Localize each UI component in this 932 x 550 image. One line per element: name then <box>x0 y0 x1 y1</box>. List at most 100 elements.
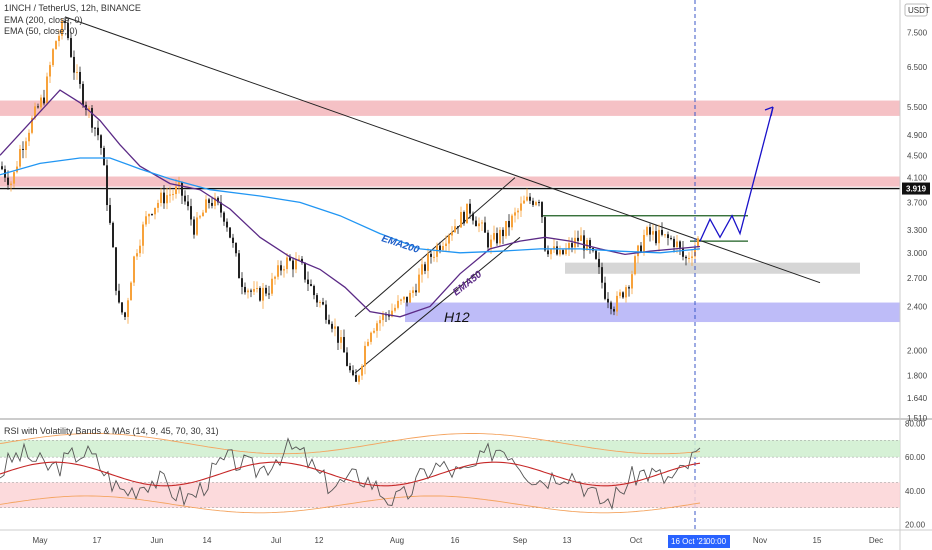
candle-body <box>322 302 324 305</box>
candle-body <box>622 292 624 298</box>
price-tick-label: 3.300 <box>907 226 928 235</box>
candle-body <box>442 246 444 250</box>
time-tick-label: 12 <box>315 536 324 545</box>
candle-body <box>496 233 498 244</box>
price-tick-label: 2.700 <box>907 274 928 283</box>
candle-body <box>418 274 420 293</box>
candle-body <box>157 202 159 208</box>
price-tick-label: 1.510 <box>907 414 928 423</box>
rsi-upper-band <box>0 433 701 455</box>
candle-body <box>148 214 150 217</box>
candle-body <box>490 239 492 248</box>
trendline <box>354 236 521 374</box>
candle-body <box>289 257 291 261</box>
candle-body <box>379 320 381 324</box>
projection-line <box>699 106 774 242</box>
candle-body <box>598 258 600 268</box>
candle-body <box>244 286 246 293</box>
candle-body <box>256 288 258 290</box>
candle-body <box>283 269 285 271</box>
price-tick-label: 1.800 <box>907 372 928 381</box>
crosshair-time-label: 00:00 <box>706 537 727 546</box>
candle-body <box>22 148 24 150</box>
candle-body <box>532 200 534 205</box>
price-zones <box>0 100 900 323</box>
rsi-panel <box>0 433 900 514</box>
candle-body <box>277 265 279 277</box>
candle-body <box>412 290 414 293</box>
candle-body <box>160 192 162 203</box>
trendlines <box>64 16 821 374</box>
candle-body <box>67 23 69 39</box>
candle-body <box>76 71 78 73</box>
candle-body <box>520 203 522 211</box>
candle-body <box>424 264 426 271</box>
candle-body <box>274 276 276 279</box>
candle-body <box>1 166 3 170</box>
candle-body <box>634 256 636 275</box>
candle-body <box>397 300 399 308</box>
candle-body <box>457 226 459 228</box>
candle-body <box>562 250 564 255</box>
candle-body <box>37 106 39 108</box>
time-tick-label: Nov <box>753 536 767 545</box>
candle-body <box>319 302 321 304</box>
candle-body <box>121 302 123 313</box>
candle-body <box>115 247 117 291</box>
candle-body <box>109 205 111 223</box>
rsi-legend[interactable]: RSI with Volatility Bands & MAs (14, 9, … <box>4 426 219 436</box>
candle-body <box>355 375 357 382</box>
candle-body <box>139 245 141 254</box>
candle-body <box>610 302 612 310</box>
candle-body <box>352 370 354 376</box>
range-zone <box>565 262 860 274</box>
candle-body <box>448 235 450 244</box>
time-tick-label: Sep <box>513 536 528 545</box>
candle-body <box>670 237 672 239</box>
candle-body <box>544 217 546 251</box>
ema200-legend[interactable]: EMA (200, close, 0) <box>4 15 83 25</box>
candle-body <box>247 290 249 293</box>
candle-body <box>259 288 261 301</box>
candle-body <box>88 108 90 110</box>
candle-body <box>400 299 402 301</box>
trendline <box>64 16 821 284</box>
candle-body <box>334 326 336 329</box>
currency-label: USDT <box>908 6 930 15</box>
candle-body <box>529 196 531 201</box>
candle-body <box>124 312 126 317</box>
candle-body <box>367 341 369 346</box>
candle-body <box>676 241 678 247</box>
candle-body <box>682 247 684 257</box>
ema50-legend[interactable]: EMA (50, close, 0) <box>4 26 78 36</box>
candle-body <box>7 177 9 185</box>
time-tick-label: Dec <box>869 536 883 545</box>
candle-body <box>556 246 558 255</box>
price-tick-label: 4.900 <box>907 131 928 140</box>
rsi-ma-line <box>0 461 701 487</box>
rsi-tick-label: 40.00 <box>905 487 926 496</box>
candle-body <box>40 97 42 108</box>
candle-body <box>373 330 375 333</box>
rsi-line <box>0 437 701 511</box>
candle-body <box>679 241 681 248</box>
candle-body <box>616 295 618 312</box>
candle-body <box>133 256 135 283</box>
candle-body <box>646 227 648 235</box>
candle-body <box>34 106 36 118</box>
price-tick-label: 7.500 <box>907 28 928 37</box>
candle-body <box>130 282 132 301</box>
candle-body <box>253 288 255 292</box>
candle-body <box>19 148 21 167</box>
candle-body <box>220 202 222 213</box>
candle-body <box>466 203 468 224</box>
candle-body <box>166 195 168 204</box>
candle-body <box>370 332 372 342</box>
candle-body <box>487 232 489 248</box>
candle-body <box>358 375 360 382</box>
candle-body <box>460 212 462 228</box>
candle-body <box>70 38 72 57</box>
price-tick-label: 2.400 <box>907 303 928 312</box>
